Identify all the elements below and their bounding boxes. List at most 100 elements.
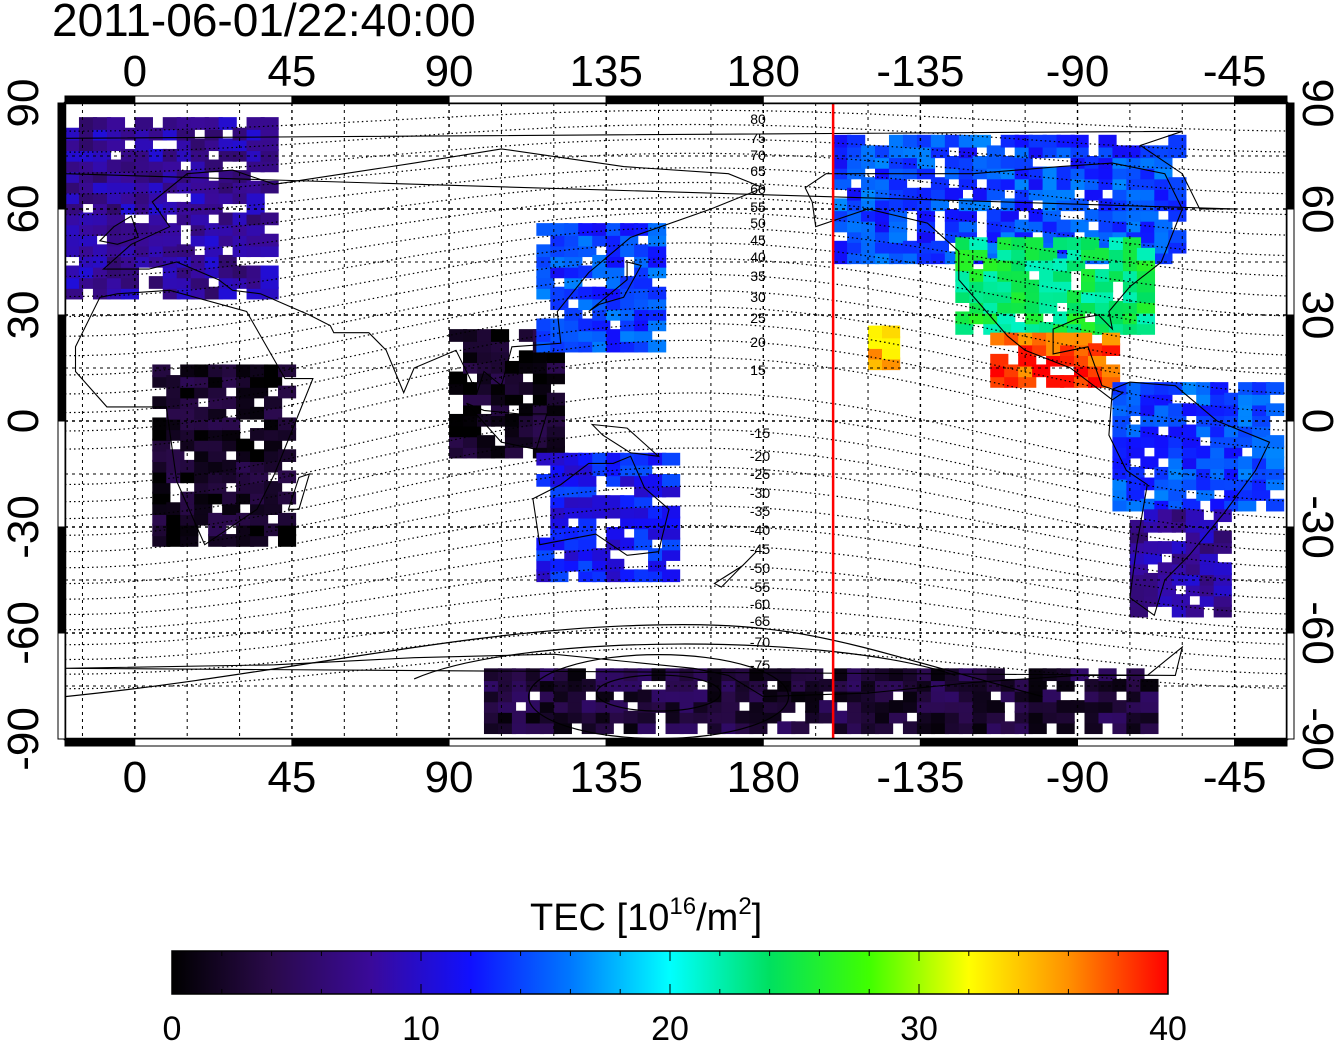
- tec-cell: [1213, 572, 1232, 586]
- tec-cell: [735, 710, 754, 724]
- tec-cell: [536, 254, 555, 268]
- tec-cell: [930, 198, 950, 212]
- tec-cell: [1238, 413, 1257, 427]
- tec-cell: [1196, 445, 1215, 459]
- tec-cell: [166, 396, 185, 409]
- colorbar-title-sup: 16: [669, 893, 696, 920]
- tec-cell: [1196, 456, 1215, 470]
- tec-cell: [1154, 392, 1173, 406]
- tec-cell: [1039, 269, 1058, 282]
- tec-cell: [791, 678, 810, 692]
- tec-cell: [1238, 392, 1257, 406]
- tec-cell: [190, 180, 209, 194]
- tec-cell: [620, 233, 639, 247]
- frame-bar-top: [291, 95, 450, 104]
- tec-cell: [264, 449, 283, 462]
- tec-cell: [1087, 343, 1107, 356]
- tec-cell: [847, 230, 866, 243]
- tec-cell: [634, 484, 653, 498]
- tec-cell: [236, 534, 255, 547]
- tec-cell: [180, 406, 199, 420]
- tec-cell: [208, 491, 227, 505]
- contour-line: [65, 273, 1287, 357]
- tec-cell: [634, 474, 653, 487]
- tec-cell: [1042, 134, 1061, 148]
- tec-cell: [595, 721, 614, 735]
- tec-cell: [208, 534, 227, 547]
- tec-cell: [567, 678, 586, 692]
- tec-cell: [847, 166, 866, 180]
- tec-cell: [1126, 700, 1145, 713]
- frame-bar-top: [1234, 95, 1288, 104]
- tec-cell: [536, 339, 555, 353]
- tec-cell: [106, 170, 126, 183]
- tec-cell: [1157, 509, 1176, 523]
- tec-cell: [1098, 689, 1117, 703]
- tec-cell: [805, 700, 824, 713]
- coastline: [466, 402, 548, 450]
- tec-cell: [246, 138, 265, 152]
- tec-cell: [250, 502, 269, 515]
- tec-cell: [881, 357, 901, 371]
- tec-cell: [553, 700, 572, 713]
- tec-region: [955, 237, 1156, 335]
- tec-cell: [1266, 382, 1285, 395]
- tec-cell: [532, 371, 552, 385]
- tec-cell: [567, 689, 586, 703]
- tec-cell: [264, 491, 283, 505]
- tec-cell: [1140, 156, 1159, 169]
- tec-cell: [707, 678, 726, 692]
- tec-cell: [997, 247, 1016, 261]
- tec-cell: [1266, 403, 1285, 417]
- bottom-lon-tick-label: 180: [727, 753, 800, 802]
- tec-region: [1112, 382, 1285, 512]
- tec-cell: [1168, 413, 1187, 427]
- tec-cell: [1213, 562, 1232, 576]
- top-lon-tick-label: 0: [123, 47, 147, 96]
- tec-cell: [65, 212, 84, 226]
- tec-cell: [152, 481, 171, 494]
- tec-cell: [1210, 392, 1229, 406]
- tec-cell: [634, 527, 653, 540]
- tec-cell: [972, 689, 991, 703]
- tec-cell: [65, 244, 84, 258]
- contour-label: 20: [750, 334, 766, 350]
- tec-cell: [1074, 332, 1093, 346]
- tec-cell: [236, 438, 255, 452]
- tec-cell: [1157, 594, 1176, 607]
- tec-cell: [581, 678, 600, 692]
- tec-cell: [260, 265, 279, 279]
- tec-cell: [1129, 572, 1149, 586]
- tec-cell: [152, 438, 171, 452]
- contour-line: [65, 123, 1287, 153]
- tec-cell: [581, 700, 600, 713]
- tec-cell: [550, 286, 569, 300]
- tec-cell: [888, 134, 908, 148]
- tec-cell: [1168, 456, 1187, 470]
- tec-cell: [190, 233, 209, 247]
- coastline: [1108, 381, 1271, 617]
- tec-cell: [536, 265, 555, 279]
- tec-cell: [1098, 700, 1117, 713]
- contour-label: -35: [750, 503, 770, 519]
- tec-cell: [1126, 219, 1145, 233]
- tec-cell: [1168, 134, 1187, 148]
- tec-cell: [1182, 445, 1201, 459]
- tec-cell: [847, 219, 866, 233]
- tec-cell: [1171, 594, 1190, 607]
- right-lat-tick-label: -60: [1293, 601, 1340, 665]
- tec-cell: [1014, 710, 1033, 724]
- tec-cell: [1067, 300, 1086, 314]
- tec-cell: [1210, 477, 1229, 491]
- tec-cell: [930, 721, 950, 735]
- tec-cell: [490, 382, 510, 395]
- tec-cell: [550, 569, 569, 583]
- tec-cell: [152, 502, 171, 515]
- tec-cell: [148, 244, 167, 258]
- tec-cell: [176, 244, 195, 258]
- tec-cell: [550, 265, 569, 279]
- tec-cell: [1182, 435, 1201, 448]
- tec-cell: [106, 191, 126, 205]
- tec-cell: [1266, 466, 1285, 480]
- tec-cell: [550, 233, 569, 247]
